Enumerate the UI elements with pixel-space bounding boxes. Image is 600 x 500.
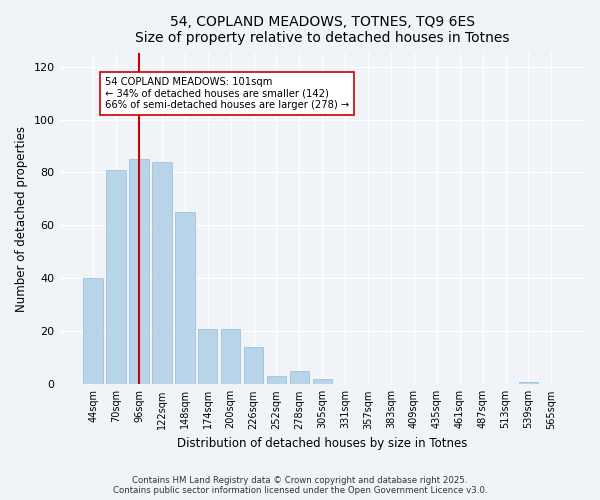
Text: Contains HM Land Registry data © Crown copyright and database right 2025.
Contai: Contains HM Land Registry data © Crown c… (113, 476, 487, 495)
Bar (175, 212, 194, 384)
Bar (519, 382, 538, 384)
Title: 54, COPLAND MEADOWS, TOTNES, TQ9 6ES
Size of property relative to detached house: 54, COPLAND MEADOWS, TOTNES, TQ9 6ES Siz… (135, 15, 509, 45)
Y-axis label: Number of detached properties: Number of detached properties (15, 126, 28, 312)
Bar (313, 379, 332, 384)
Bar (152, 162, 172, 384)
X-axis label: Distribution of detached houses by size in Totnes: Distribution of detached houses by size … (177, 437, 467, 450)
Bar (267, 376, 286, 384)
Bar (83, 278, 103, 384)
Bar (244, 347, 263, 385)
Bar (198, 328, 217, 384)
Bar (106, 170, 126, 384)
Bar (221, 328, 241, 384)
Text: 54 COPLAND MEADOWS: 101sqm
← 34% of detached houses are smaller (142)
66% of sem: 54 COPLAND MEADOWS: 101sqm ← 34% of deta… (104, 77, 349, 110)
Bar (129, 159, 149, 384)
Bar (290, 371, 309, 384)
